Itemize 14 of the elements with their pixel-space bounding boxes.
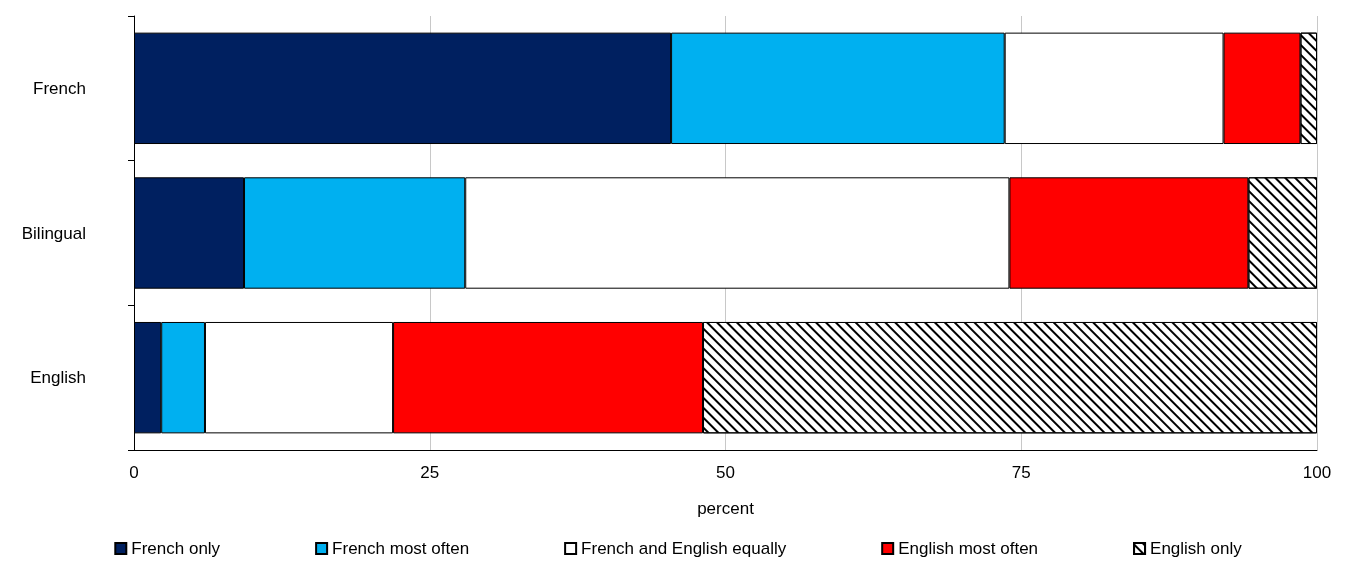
legend-label: English only bbox=[1150, 539, 1243, 558]
y-tick-label: French bbox=[33, 78, 86, 98]
x-tick-label: 0 bbox=[129, 463, 139, 482]
x-tick-label: 25 bbox=[420, 463, 440, 482]
legend-label: French most often bbox=[332, 539, 470, 558]
x-tick-label: 100 bbox=[1302, 463, 1332, 482]
y-tick-label: Bilingual bbox=[21, 223, 86, 243]
x-tick-label: 75 bbox=[1011, 463, 1031, 482]
legend-label: French only bbox=[131, 539, 221, 558]
legend-label: English most often bbox=[898, 539, 1039, 558]
x-tick-label: 50 bbox=[716, 463, 735, 482]
y-tick-label: English bbox=[30, 368, 86, 388]
x-axis-title: percent bbox=[697, 499, 755, 518]
legend-label: French and English equally bbox=[581, 539, 787, 558]
